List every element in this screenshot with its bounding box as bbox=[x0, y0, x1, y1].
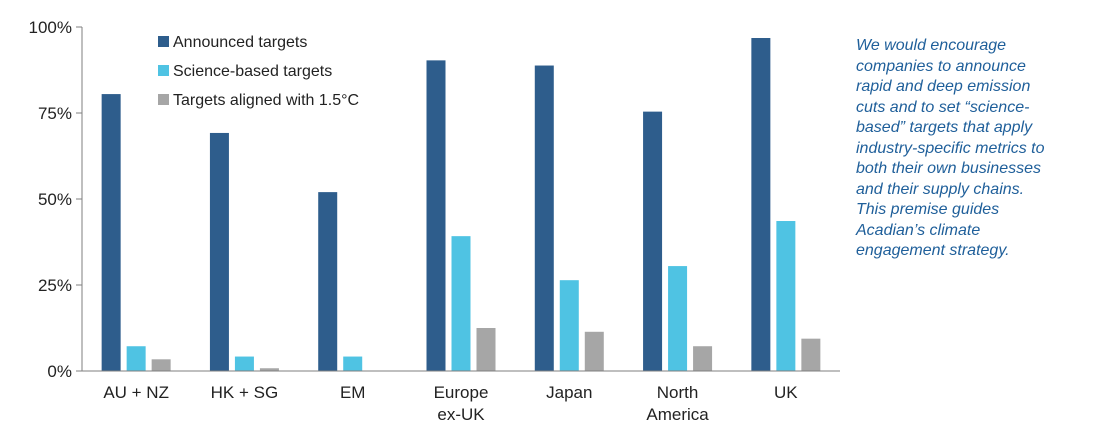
bar bbox=[801, 338, 821, 371]
bar bbox=[776, 221, 796, 371]
annotation-line: based” targets that apply bbox=[856, 119, 1033, 136]
bar bbox=[693, 346, 713, 371]
bar bbox=[668, 266, 688, 371]
bar bbox=[318, 192, 338, 371]
bar bbox=[151, 359, 171, 371]
x-tick-label: UK bbox=[774, 383, 798, 402]
annotation-line: and their supply chains. bbox=[856, 180, 1025, 198]
bar bbox=[476, 328, 496, 371]
x-tick-label: HK + SG bbox=[211, 383, 279, 402]
annotation-text: We would encourage companies to announce r… bbox=[856, 36, 1092, 262]
annotation-line: Acadian’s climate bbox=[856, 221, 981, 239]
y-tick-label: 100% bbox=[29, 18, 72, 37]
bar-chart: 0% 25% 50% 75% 100% AU + NZ HK + SG EM Europe ex-… bbox=[29, 18, 840, 424]
annotation-line: both their own businesses bbox=[856, 160, 1041, 177]
x-tick-label: North America bbox=[646, 383, 709, 424]
annotation-line: rapid and deep emission bbox=[856, 78, 1031, 95]
bar bbox=[209, 132, 229, 371]
x-tick-label: Japan bbox=[546, 383, 592, 402]
annotation-line: companies to announce bbox=[856, 57, 1026, 75]
x-tick-label: Europe ex-UK bbox=[434, 383, 489, 424]
bar bbox=[559, 280, 579, 371]
y-tick-label: 50% bbox=[38, 190, 72, 209]
annotation-line: This premise guides bbox=[856, 201, 1000, 218]
bar bbox=[234, 356, 254, 371]
y-tick-label: 75% bbox=[38, 104, 72, 123]
legend-label: Targets aligned with 1.5°C bbox=[173, 92, 359, 109]
bar bbox=[643, 111, 663, 372]
legend-swatch bbox=[158, 36, 169, 47]
legend-swatch bbox=[158, 94, 169, 105]
bar bbox=[751, 38, 771, 372]
bar bbox=[343, 356, 363, 371]
annotation-line: cuts and to set “science- bbox=[856, 98, 1030, 116]
legend-label: Announced targets bbox=[173, 34, 307, 51]
y-tick-label: 0% bbox=[47, 362, 72, 381]
annotation-line: We would encourage bbox=[856, 37, 1007, 54]
x-tick-label: EM bbox=[340, 383, 366, 402]
bar bbox=[451, 236, 471, 371]
legend-label: Science-based targets bbox=[173, 63, 332, 80]
legend-swatch bbox=[158, 65, 169, 76]
bar bbox=[584, 331, 604, 371]
bar bbox=[426, 60, 446, 371]
bar bbox=[101, 94, 121, 371]
annotation-line: industry-specific metrics to bbox=[856, 139, 1045, 157]
bar bbox=[259, 368, 279, 371]
bar bbox=[126, 346, 146, 371]
bar bbox=[534, 65, 554, 371]
x-tick-label: AU + NZ bbox=[103, 383, 169, 402]
y-tick-label: 25% bbox=[38, 276, 72, 295]
annotation-line: engagement strategy. bbox=[856, 242, 1010, 259]
